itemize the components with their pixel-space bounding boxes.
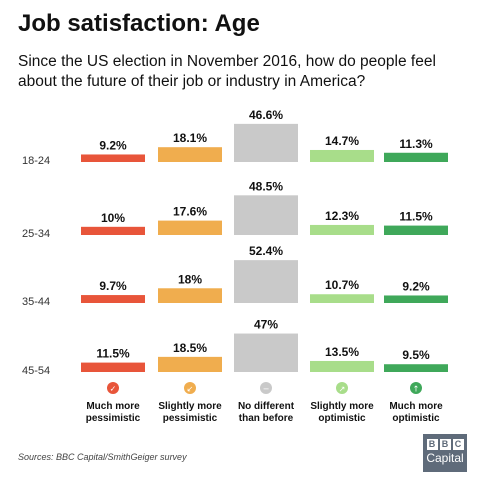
bar — [158, 356, 222, 372]
bar — [310, 360, 374, 372]
source-note: Sources: BBC Capital/SmithGeiger survey — [18, 452, 187, 462]
data-label: 46.6% — [249, 108, 283, 122]
data-label: 9.2% — [99, 138, 127, 152]
legend-label: pessimistic — [86, 413, 141, 424]
row-label: 35-44 — [22, 296, 50, 308]
logo-product: Capital — [426, 451, 464, 465]
bar — [310, 224, 374, 235]
bar — [81, 154, 145, 162]
bar — [310, 149, 374, 162]
logo-letter: B — [439, 439, 451, 450]
data-label: 11.5% — [96, 347, 130, 361]
data-label: 17.6% — [173, 205, 207, 219]
data-label: 47% — [254, 318, 278, 332]
slightly-optimistic-icon — [336, 382, 348, 394]
data-label: 13.5% — [325, 345, 359, 359]
legend-label: optimistic — [318, 413, 366, 424]
data-label: 10.7% — [325, 278, 359, 292]
legend-glyph: ↗ — [339, 385, 346, 394]
data-label: 10% — [101, 211, 125, 225]
data-label: 9.7% — [99, 279, 127, 293]
legend-glyph: ↑ — [413, 385, 420, 394]
data-label: 11.3% — [399, 137, 433, 151]
much-optimistic-icon — [410, 382, 422, 394]
legend-label: pessimistic — [163, 413, 218, 424]
legend-label: Slightly more — [310, 401, 374, 412]
bar — [234, 195, 298, 235]
legend-label: than before — [239, 413, 294, 424]
row-label: 25-34 — [22, 228, 50, 240]
bar — [158, 288, 222, 303]
bar — [234, 333, 298, 372]
data-label: 12.3% — [325, 209, 359, 223]
row-label: 45-54 — [22, 365, 50, 377]
legend-label: Slightly more — [158, 401, 222, 412]
legend-glyph: − — [263, 385, 270, 394]
legend-label: Much more — [86, 401, 140, 412]
bar — [384, 295, 448, 303]
legend-label: optimistic — [392, 413, 440, 424]
bar — [81, 362, 145, 372]
logo-letter: B — [426, 439, 438, 450]
bar — [81, 295, 145, 303]
data-label: 18% — [178, 272, 202, 286]
data-label: 18.5% — [173, 341, 207, 355]
data-label: 11.5% — [399, 210, 433, 224]
bar — [158, 220, 222, 235]
much-pessimistic-icon — [107, 382, 119, 394]
bar — [158, 147, 222, 162]
bar — [384, 225, 448, 235]
chart-subtitle: Since the US election in November 2016, … — [18, 53, 436, 90]
bar — [81, 226, 145, 235]
data-label: 52.4% — [249, 244, 283, 258]
slightly-pessimistic-icon — [184, 382, 196, 394]
legend-label: Much more — [389, 401, 443, 412]
logo-letter: C — [452, 439, 464, 450]
bar — [234, 260, 298, 303]
data-label: 48.5% — [249, 179, 283, 193]
data-label: 18.1% — [173, 131, 207, 145]
bar — [384, 152, 448, 162]
no-different-icon — [260, 382, 272, 394]
data-label: 9.2% — [402, 279, 430, 293]
legend-label: No different — [238, 401, 295, 412]
bbc-capital-logo: B B C Capital — [423, 434, 467, 472]
data-label: 14.7% — [325, 134, 359, 148]
bar — [234, 123, 298, 162]
data-label: 9.5% — [402, 348, 430, 362]
chart-title: Job satisfaction: Age — [18, 10, 260, 37]
legend-glyph: ↙ — [187, 385, 194, 394]
bar — [384, 364, 448, 372]
legend-glyph: ✓ — [110, 385, 117, 394]
row-label: 18-24 — [22, 155, 50, 167]
bar — [310, 294, 374, 303]
